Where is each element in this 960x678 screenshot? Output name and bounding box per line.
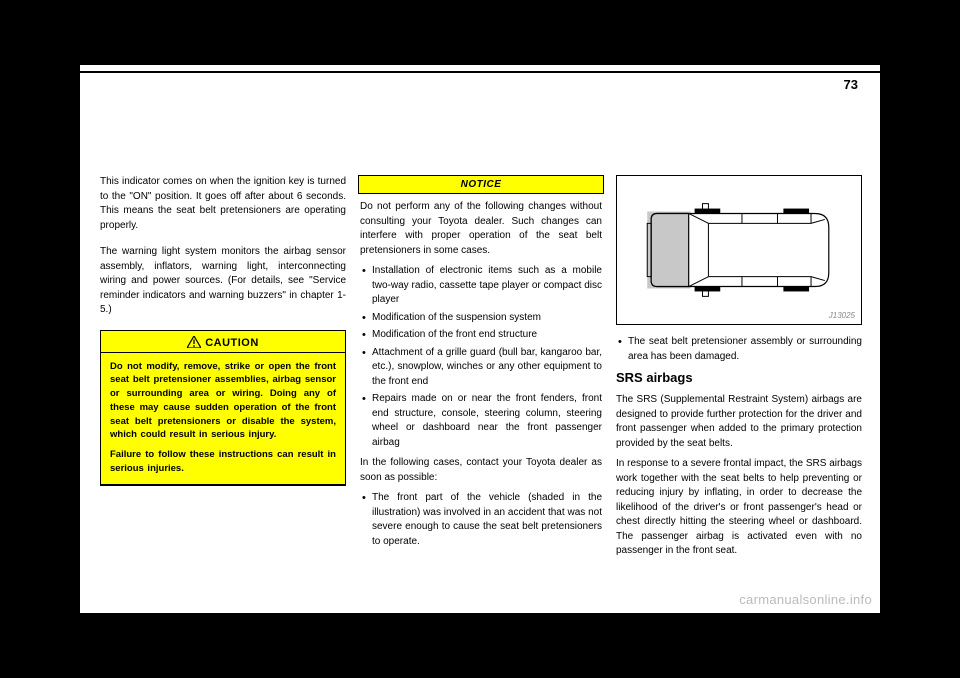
airbag-para-2: In response to a severe frontal impact, … — [616, 457, 862, 559]
header-rule — [80, 71, 880, 73]
page-number: 73 — [844, 77, 858, 92]
section-heading-airbags: SRS airbags — [616, 370, 862, 385]
column-2: NOTICE Do not perform any of the followi… — [358, 175, 604, 555]
airbag-para-1: The SRS (Supplemental Restraint System) … — [616, 393, 862, 451]
notice-body: Do not perform any of the following chan… — [358, 194, 604, 549]
vehicle-top-view-icon — [617, 176, 861, 324]
list-item: The seat belt pretensioner assembly or s… — [616, 335, 862, 364]
diagram-code: J13025 — [829, 311, 855, 320]
caution-header: CAUTION — [101, 331, 345, 353]
notice-item: Installation of electronic items such as… — [360, 264, 602, 308]
notice-lead: Do not perform any of the following chan… — [360, 200, 602, 258]
manual-page: 73 This indicator comes on when the igni… — [80, 65, 880, 613]
intro-paragraph-1: This indicator comes on when the ignitio… — [100, 175, 346, 233]
column-3: J13025 The seat belt pretensioner assemb… — [616, 175, 862, 565]
notice-item: Modification of the suspension system — [360, 311, 602, 326]
column-1: This indicator comes on when the ignitio… — [100, 175, 346, 486]
notice-list-2: The front part of the vehicle (shaded in… — [360, 491, 602, 549]
caution-p1: Do not modify, remove, strike or open th… — [110, 360, 336, 443]
warning-triangle-icon — [187, 336, 201, 348]
notice-para-2: In the following cases, contact your Toy… — [360, 456, 602, 485]
col3-list: The seat belt pretensioner assembly or s… — [616, 335, 862, 364]
notice-item: The front part of the vehicle (shaded in… — [360, 491, 602, 549]
notice-item: Modification of the front end structure — [360, 328, 602, 343]
caution-bottom-rule — [101, 484, 345, 486]
caution-p2: Failure to follow these instructions can… — [110, 448, 336, 476]
vehicle-diagram: J13025 — [616, 175, 862, 325]
intro-paragraph-2: The warning light system monitors the ai… — [100, 245, 346, 318]
caution-box: CAUTION Do not modify, remove, strike or… — [100, 330, 346, 487]
watermark: carmanualsonline.info — [739, 592, 872, 607]
notice-list: Installation of electronic items such as… — [360, 264, 602, 450]
caution-label: CAUTION — [205, 337, 259, 349]
notice-label: NOTICE — [358, 175, 604, 194]
notice-item: Repairs made on or near the front fender… — [360, 392, 602, 450]
caution-body: Do not modify, remove, strike or open th… — [101, 353, 345, 484]
notice-item: Attachment of a grille guard (bull bar, … — [360, 346, 602, 390]
